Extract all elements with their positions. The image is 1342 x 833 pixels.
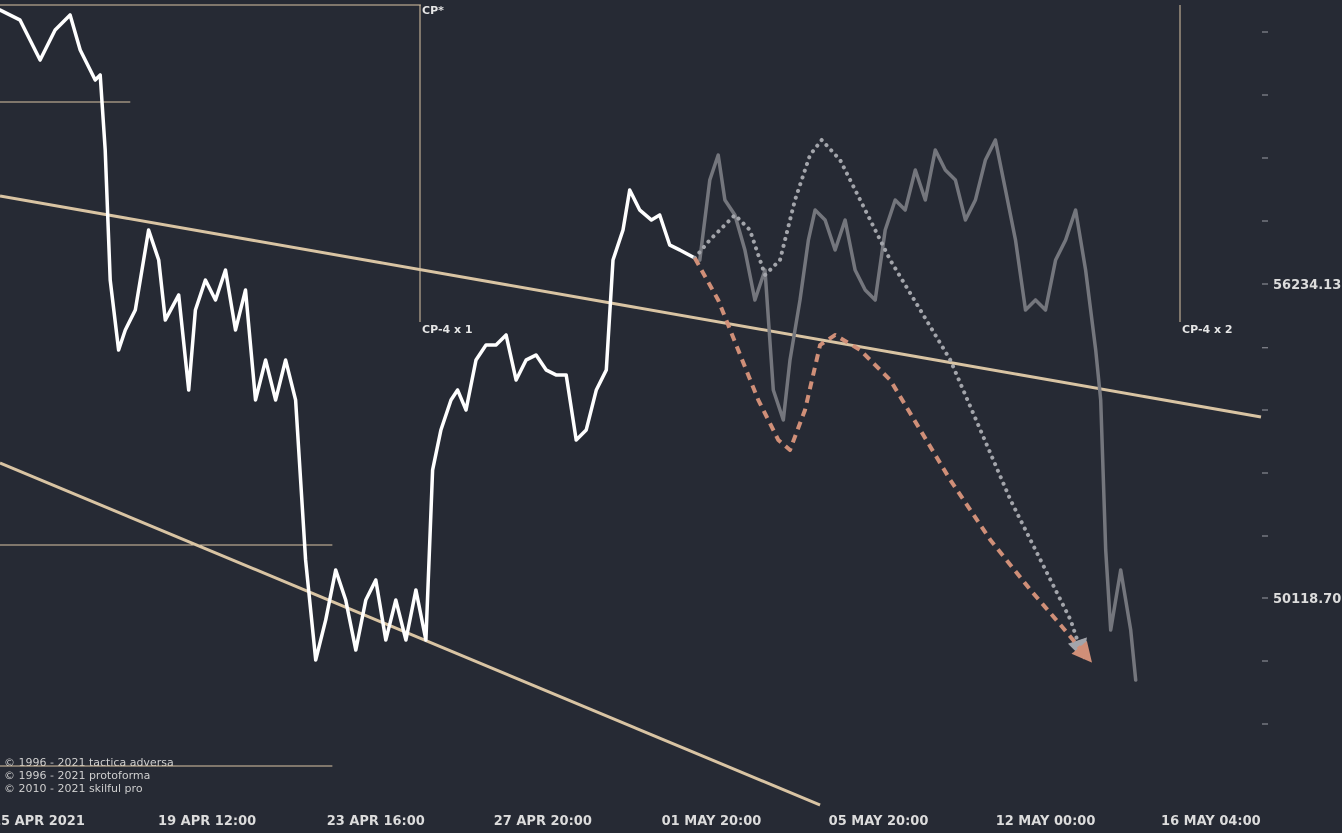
y-tick-label: 56234.13: [1273, 278, 1341, 293]
annotation: CP-4 x 2: [1182, 323, 1233, 336]
copyright: © 2010 - 2021 skilful pro: [4, 782, 143, 795]
copyright: © 1996 - 2021 tactica adversa: [4, 756, 174, 769]
x-tick-label: 19 APR 12:00: [158, 814, 256, 829]
trendline: [0, 194, 1262, 419]
x-tick-label: 15 APR 2021: [0, 814, 85, 829]
x-tick-label: 27 APR 20:00: [494, 814, 592, 829]
annotation: CP-4 x 1: [422, 323, 473, 336]
x-tick-label: 23 APR 16:00: [327, 814, 425, 829]
annotation: CP*: [422, 4, 444, 17]
x-tick-label: 01 MAY 20:00: [662, 814, 762, 829]
x-tick-label: 12 MAY 00:00: [996, 814, 1096, 829]
copyright: © 1996 - 2021 protoforma: [4, 769, 150, 782]
price-line: [693, 257, 1093, 663]
x-tick-label: 16 MAY 04:00: [1161, 814, 1261, 829]
price-line: [698, 138, 1138, 682]
y-tick-label: 50118.70: [1273, 592, 1341, 607]
trendline: [0, 461, 821, 807]
price-line: [692, 138, 1087, 660]
x-tick-label: 05 MAY 20:00: [829, 814, 929, 829]
price-line: [0, 8, 697, 662]
